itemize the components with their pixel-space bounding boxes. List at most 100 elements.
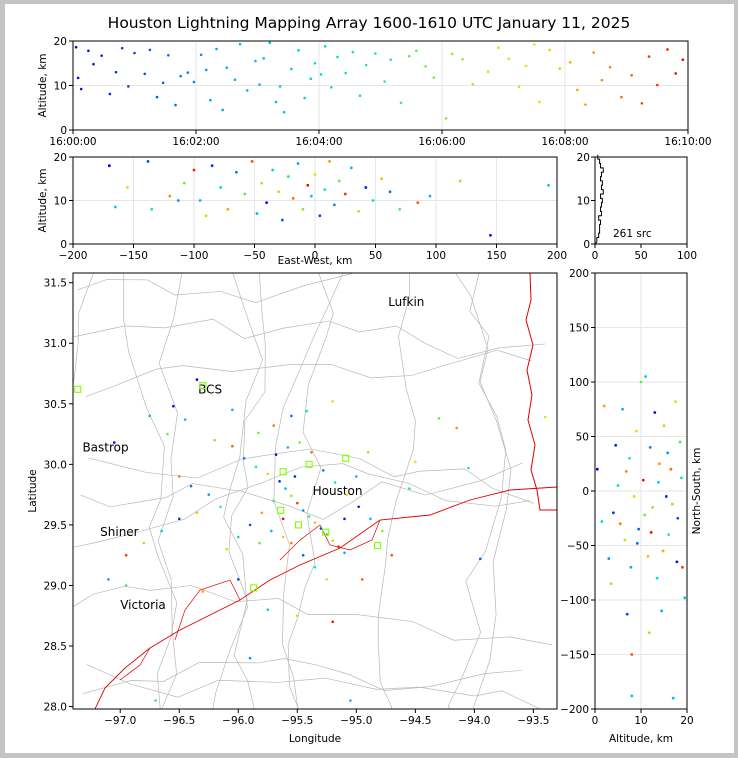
plan-view-point xyxy=(257,431,260,435)
ew-altitude-point xyxy=(388,190,392,194)
plan-view-point xyxy=(307,515,311,518)
altitude-histogram-ytick-label: 20 xyxy=(577,152,590,164)
plan-view-ytick-label: 31.5 xyxy=(44,278,67,290)
time-altitude-xtick-label: 16:02:00 xyxy=(172,136,219,148)
time-altitude-point xyxy=(323,45,327,48)
time-altitude-point xyxy=(592,51,595,54)
time-altitude-point xyxy=(221,108,224,112)
county-boundary xyxy=(447,273,507,709)
ew-altitude-point xyxy=(332,203,336,207)
altitude-ns-ytick-label: −50 xyxy=(567,541,589,553)
altitude-ns-point xyxy=(662,424,666,427)
plan-view-point xyxy=(467,466,470,470)
plan-view-xtick-label: −97.0 xyxy=(104,715,136,727)
altitude-histogram-xtick-label: 100 xyxy=(677,250,697,262)
time-altitude-point xyxy=(233,78,237,82)
ew-altitude-point xyxy=(168,194,172,198)
time-altitude-point xyxy=(524,64,528,68)
plan-view-point xyxy=(321,469,325,472)
ew-altitude-point xyxy=(349,166,353,170)
plan-view-point xyxy=(360,578,364,581)
station-marker xyxy=(322,528,330,536)
altitude-histogram-line xyxy=(594,154,604,245)
altitude-ns-point xyxy=(676,516,680,520)
plan-view-point xyxy=(301,553,305,557)
ew-altitude-point xyxy=(323,188,327,192)
county-boundary xyxy=(123,273,178,709)
time-altitude-point xyxy=(486,70,490,74)
county-boundary xyxy=(88,448,534,504)
ew-altitude-point xyxy=(198,199,202,202)
altitude-histogram-ytick-label: 10 xyxy=(577,196,590,208)
ew-altitude-point xyxy=(357,209,360,213)
plan-view-point xyxy=(177,475,181,478)
plan-view-point xyxy=(284,487,287,490)
plan-view-point xyxy=(113,441,116,444)
altitude-ns-point xyxy=(683,596,687,600)
plan-view-point xyxy=(258,541,261,545)
time-altitude-point xyxy=(630,73,633,77)
altitude-ns-point xyxy=(625,612,629,616)
time-altitude-point xyxy=(238,42,242,46)
plan-view-point xyxy=(290,414,293,418)
altitude-ns-point xyxy=(648,446,652,449)
ew-altitude-point xyxy=(428,194,432,198)
plan-view-panel: Lufkin BCS Bastrop Houston Shiner Victoria −97… xyxy=(27,272,558,745)
time-altitude-point xyxy=(336,55,339,59)
plan-view-point xyxy=(248,523,252,527)
time-altitude-xtick-label: 16:04:00 xyxy=(295,136,342,148)
ew-altitude-ytick-label: 0 xyxy=(60,239,67,251)
plan-view-point xyxy=(319,527,323,530)
time-altitude-point xyxy=(330,85,333,89)
ew-altitude-ylabel: Altitude, km xyxy=(37,168,49,232)
plan-view-xtick-label: −94.5 xyxy=(399,715,431,727)
time-altitude-point xyxy=(161,81,165,85)
county-boundary xyxy=(77,273,355,304)
bay-outline xyxy=(119,519,381,681)
plan-view-point xyxy=(201,590,205,593)
ew-altitude-point xyxy=(255,212,259,215)
time-altitude-point xyxy=(424,65,427,68)
time-altitude-point xyxy=(364,63,368,67)
altitude-ns-point xyxy=(671,696,675,700)
ew-altitude-xtick-label: 200 xyxy=(547,250,567,262)
plan-view-point xyxy=(260,511,264,515)
plan-view-point xyxy=(177,517,181,521)
time-altitude-point xyxy=(548,48,551,52)
altitude-ns-point xyxy=(629,565,633,569)
altitude-ns-point xyxy=(646,555,650,558)
altitude-ns-point xyxy=(639,380,643,384)
altitude-ns-point xyxy=(644,375,647,378)
plan-view-ylabel: Latitude xyxy=(27,469,39,512)
time-altitude-point xyxy=(450,52,454,56)
ew-altitude-point xyxy=(280,218,284,222)
time-altitude-point xyxy=(108,92,112,96)
time-altitude-xtick-label: 16:00:00 xyxy=(49,136,96,148)
time-altitude-point xyxy=(584,103,587,106)
time-altitude-point xyxy=(674,72,677,75)
time-altitude-point xyxy=(258,83,261,86)
time-altitude-point xyxy=(79,87,83,91)
time-altitude-point xyxy=(245,89,249,92)
ew-altitude-point xyxy=(380,177,383,181)
station-marker xyxy=(250,584,258,592)
time-altitude-point xyxy=(407,54,411,58)
altitude-ns-point xyxy=(655,576,659,580)
plan-view-point xyxy=(172,404,175,408)
altitude-ns-point xyxy=(658,462,661,466)
county-boundary xyxy=(377,273,416,709)
altitude-ns-point xyxy=(681,565,684,569)
plan-view-point xyxy=(310,450,313,454)
ew-altitude-xtick-label: −100 xyxy=(180,250,209,262)
plan-view-point xyxy=(242,457,246,460)
plan-view-xtick-label: −93.5 xyxy=(517,715,549,727)
altitude-ns-point xyxy=(651,505,654,509)
altitude-ns-ytick-label: −100 xyxy=(560,595,589,607)
altitude-ns-point xyxy=(637,527,641,531)
altitude-ns-point xyxy=(632,495,636,498)
plan-view-point xyxy=(331,400,335,403)
plan-view-xtick-label: −94.0 xyxy=(458,715,490,727)
altitude-ns-point xyxy=(661,549,665,553)
altitude-ns-xtick-label: 0 xyxy=(592,715,599,727)
ew-altitude-xtick-label: 0 xyxy=(312,250,319,262)
